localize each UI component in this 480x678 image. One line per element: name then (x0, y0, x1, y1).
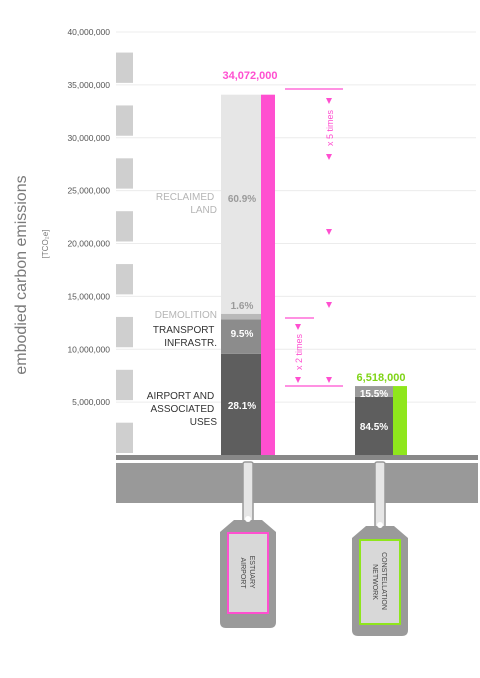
label-airport-uses: AIRPORT AND ASSOCIATED USES (147, 391, 218, 428)
tag-hole (245, 516, 251, 522)
annotation-x2 (285, 317, 343, 387)
tag-network-line2: NETWORK (371, 564, 378, 600)
tag-estuary-airport: ESTUARY AIRPORT (220, 461, 276, 628)
scale-block (116, 158, 133, 189)
bar-segment-reclaimed (221, 94, 261, 314)
y-tick-label: 40,000,000 (67, 27, 110, 37)
y-axis-label: embodied carbon emissions (13, 175, 30, 374)
label-reclaimed-line2: LAND (190, 205, 217, 216)
arrow-down-icon (326, 377, 332, 383)
y-tick-label: 5,000,000 (72, 397, 110, 407)
bar-accent-estuary (261, 94, 275, 455)
tag-strap (374, 461, 386, 529)
scale-block (116, 422, 133, 453)
pct-demolition: 1.6% (231, 301, 254, 312)
scale-block (116, 369, 133, 401)
scale-block (116, 105, 133, 136)
y-tick-label: 30,000,000 (67, 133, 110, 143)
arrow-down-icon (295, 377, 301, 383)
tag-constellation-network: CONSTELLATION NETWORK (352, 461, 408, 636)
y-axis-unit: [TCO₂e] (41, 230, 50, 259)
scale-block (116, 211, 133, 242)
pct-airport: 28.1% (228, 401, 256, 412)
pct-network-top: 15.5% (360, 389, 388, 400)
y-tick-label: 20,000,000 (67, 239, 110, 249)
arrow-down-icon (326, 302, 332, 308)
tag-label-panel (359, 539, 401, 625)
label-reclaimed-line1: RECLAIMED (156, 192, 214, 203)
tag-strap (242, 461, 254, 523)
label-airport-line1: AIRPORT AND (147, 391, 214, 402)
total-network: 6,518,000 (357, 372, 406, 384)
annotation-x5 (285, 88, 343, 383)
scale-block (116, 52, 133, 83)
y-scale-blocks (116, 52, 133, 453)
bars (221, 94, 407, 455)
tag-estuary-line2: AIRPORT (239, 558, 246, 590)
label-airport-line3: USES (190, 417, 218, 428)
label-transport-line1: TRANSPORT (153, 325, 214, 336)
arrow-down-icon (326, 154, 332, 160)
pct-network-main: 84.5% (360, 422, 388, 433)
ground-platform (116, 463, 478, 503)
tag-hole (377, 522, 383, 528)
y-tick-label: 10,000,000 (67, 344, 110, 354)
bar-segment-network-main (355, 396, 393, 455)
tag-estuary-text: ESTUARY AIRPORT (239, 556, 255, 591)
y-tick-label: 15,000,000 (67, 291, 110, 301)
scale-block (116, 316, 133, 348)
y-tick-label: 35,000,000 (67, 80, 110, 90)
bar-segment-demolition (221, 313, 261, 320)
tag-network-line1: CONSTELLATION (380, 552, 387, 610)
bar-accent-network (393, 386, 407, 455)
pct-reclaimed: 60.9% (228, 194, 256, 205)
bar-segment-network-top (355, 386, 393, 397)
y-tick-labels: 40,000,000 35,000,000 30,000,000 25,000,000… (67, 27, 110, 407)
gridlines (116, 31, 476, 403)
annotation-x5-label: x 5 times (325, 109, 335, 146)
arrow-down-icon (326, 229, 332, 235)
annotation-x2-label: x 2 times (294, 333, 304, 370)
label-transport-line2: INFRASTR. (164, 338, 217, 349)
tag-network-text: CONSTELLATION NETWORK (371, 552, 387, 612)
scale-block (116, 264, 133, 295)
tag-label-panel (227, 532, 269, 614)
arrow-down-icon (295, 324, 301, 330)
total-estuary: 34,072,000 (222, 70, 277, 82)
y-tick-label: 25,000,000 (67, 186, 110, 196)
bar-segment-airport (221, 353, 261, 455)
pct-transport: 9.5% (231, 329, 254, 340)
tag-estuary-line1: ESTUARY (248, 556, 255, 589)
arrow-down-icon (326, 98, 332, 104)
bar-segment-transport (221, 319, 261, 354)
label-transport: TRANSPORT INFRASTR. (153, 325, 217, 349)
label-airport-line2: ASSOCIATED (151, 404, 215, 415)
ground-line (116, 455, 478, 460)
label-reclaimed-land: RECLAIMED LAND (156, 192, 217, 216)
label-demolition: DEMOLITION (155, 310, 217, 321)
